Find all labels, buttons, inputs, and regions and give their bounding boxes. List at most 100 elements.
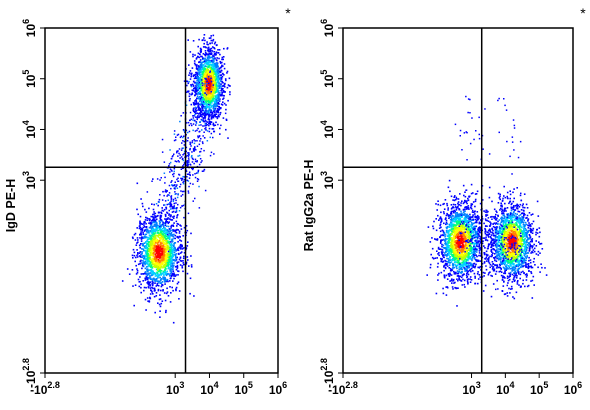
event-dot: [443, 270, 445, 272]
event-dot: [216, 85, 218, 87]
event-dot: [197, 46, 199, 48]
event-dot: [220, 85, 222, 87]
event-dot: [146, 211, 148, 213]
event-dot: [160, 282, 162, 284]
event-dot: [136, 209, 138, 211]
event-dot: [200, 162, 202, 164]
event-dot: [219, 49, 221, 51]
event-dot: [210, 35, 212, 37]
event-dot: [158, 264, 160, 266]
event-dot: [203, 83, 205, 85]
event-dot: [179, 154, 181, 156]
event-dot: [221, 92, 223, 94]
event-dot: [200, 75, 202, 77]
event-dot: [152, 270, 154, 272]
event-dot: [144, 221, 146, 223]
event-dot: [452, 286, 454, 288]
event-dot: [470, 281, 472, 283]
event-dot: [138, 264, 140, 266]
event-dot: [448, 187, 450, 189]
density-dots: [426, 96, 547, 307]
event-dot: [137, 253, 139, 255]
event-dot: [156, 278, 158, 280]
event-dot: [174, 171, 176, 173]
event-dot: [476, 251, 478, 253]
event-dot: [162, 139, 164, 141]
event-dot: [170, 162, 172, 164]
event-dot: [188, 161, 190, 163]
event-dot: [182, 191, 184, 193]
event-dot: [145, 299, 147, 301]
event-dot: [454, 244, 456, 246]
event-dot: [477, 211, 479, 213]
event-dot: [486, 269, 488, 271]
event-dot: [164, 204, 166, 206]
event-dot: [150, 216, 152, 218]
event-dot: [179, 232, 181, 234]
event-dot: [179, 157, 181, 159]
event-dot: [172, 225, 174, 227]
event-dot: [136, 255, 138, 257]
event-dot: [193, 108, 195, 110]
event-dot: [206, 41, 208, 43]
event-dot: [149, 220, 151, 222]
event-dot: [204, 106, 206, 108]
event-dot: [194, 198, 196, 200]
event-dot: [187, 160, 189, 162]
event-dot: [211, 91, 213, 93]
event-dot: [146, 282, 148, 284]
event-dot: [147, 268, 149, 270]
event-dot: [173, 262, 175, 264]
y-tick-label: -102.8: [21, 358, 38, 388]
event-dot: [179, 231, 181, 233]
event-dot: [145, 242, 147, 244]
event-dot: [161, 177, 163, 179]
event-dot: [199, 207, 201, 209]
event-dot: [213, 72, 215, 74]
event-dot: [198, 104, 200, 106]
event-dot: [213, 153, 215, 155]
event-dot: [195, 130, 197, 132]
event-dot: [196, 117, 198, 119]
event-dot: [162, 191, 164, 193]
event-dot: [470, 243, 472, 245]
event-dot: [200, 87, 202, 89]
event-dot: [203, 94, 205, 96]
event-dot: [156, 222, 158, 224]
event-dot: [158, 201, 160, 203]
event-dot: [175, 198, 177, 200]
event-dot: [207, 97, 209, 99]
event-dot: [141, 257, 143, 259]
event-dot: [206, 89, 208, 91]
event-dot: [148, 230, 150, 232]
event-dot: [208, 116, 210, 118]
event-dot: [211, 117, 213, 119]
event-dot: [212, 87, 214, 89]
event-dot: [213, 39, 215, 41]
event-dot: [203, 118, 205, 120]
event-dot: [162, 228, 164, 230]
event-dot: [439, 218, 441, 220]
event-dot: [165, 253, 167, 255]
event-dot: [159, 220, 161, 222]
event-dot: [196, 82, 198, 84]
event-dot: [190, 70, 192, 72]
event-dot: [196, 102, 198, 104]
event-dot: [140, 243, 142, 245]
event-dot: [195, 159, 197, 161]
event-dot: [141, 223, 143, 225]
y-tick-label: 106: [21, 19, 38, 37]
event-dot: [153, 252, 155, 254]
event-dot: [431, 237, 433, 239]
x-tick-label: 104: [200, 380, 218, 397]
event-dot: [432, 248, 434, 250]
event-dot: [181, 169, 183, 171]
event-dot: [157, 178, 159, 180]
event-dot: [476, 236, 478, 238]
event-dot: [219, 68, 221, 70]
event-dot: [170, 292, 172, 294]
event-dot: [197, 160, 199, 162]
event-dot: [211, 112, 213, 114]
